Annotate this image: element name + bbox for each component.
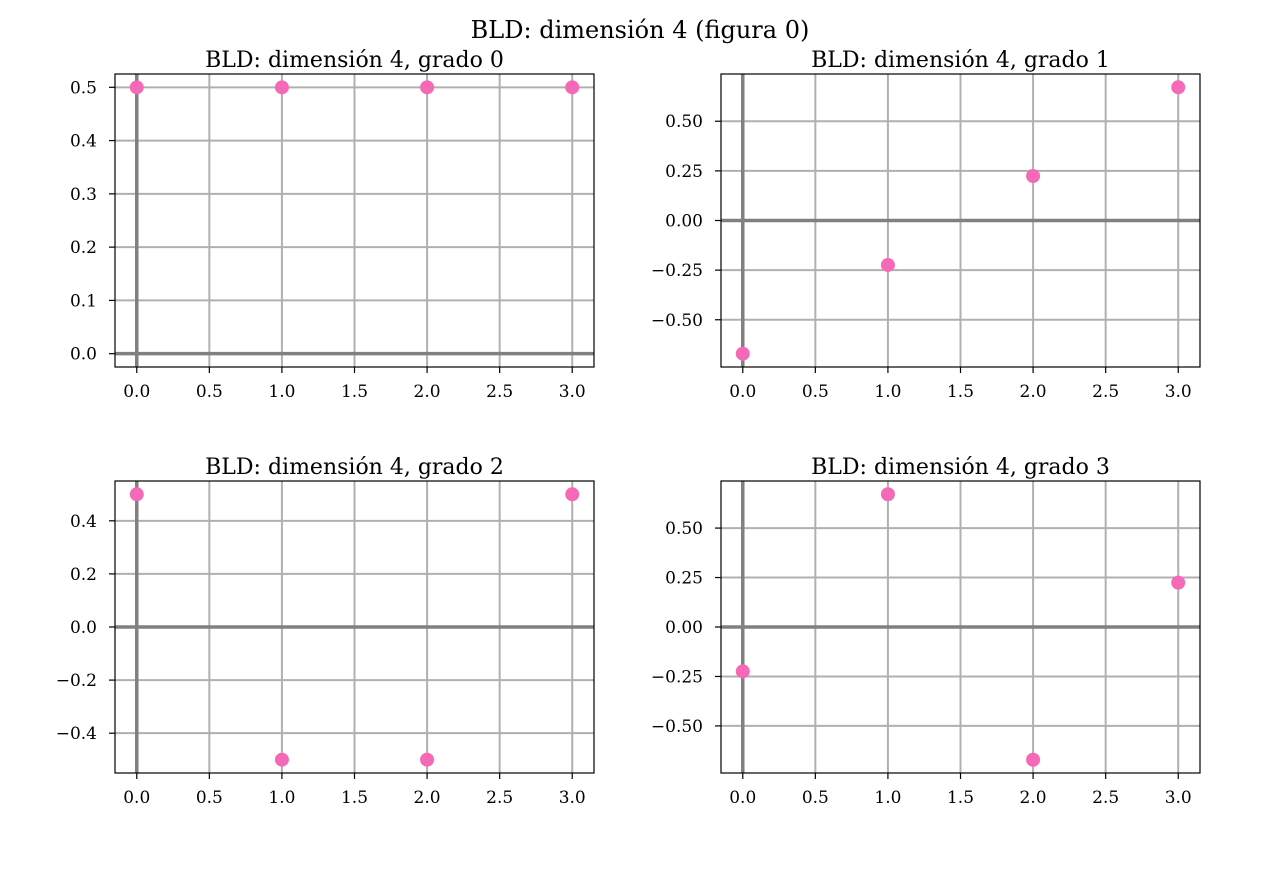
subplots: 0.0 0.5 1.0 1.5 2.0 2.5 3.0 0.0 0.1 0.2 0.3 0.4 0.5 B…: [56, 48, 1201, 808]
subplot-0: 0.0 0.5 1.0 1.5 2.0 2.5 3.0 0.0 0.1 0.2 0.3 0.4 0.5 B…: [70, 48, 595, 402]
subplot-title: BLD: dimensión 4, grado 0: [205, 48, 504, 73]
x-tick-label: 0.5: [196, 382, 223, 402]
y-tick-label: 0.00: [665, 212, 703, 232]
data-point: [1026, 169, 1041, 184]
y-tick-label: −0.50: [651, 717, 703, 737]
x-tick-label: 2.5: [1092, 788, 1119, 808]
x-tick-label: 1.5: [341, 788, 368, 808]
y-tick-label: 0.2: [70, 238, 97, 258]
y-tick-label: −0.25: [651, 667, 703, 687]
subplot-title: BLD: dimensión 4, grado 3: [811, 455, 1110, 480]
data-point: [420, 80, 435, 95]
y-tick-label: −0.4: [56, 724, 97, 744]
x-tick-label: 3.0: [559, 788, 586, 808]
x-tick-label: 0.0: [729, 788, 756, 808]
x-tick-label: 1.0: [268, 788, 295, 808]
data-point: [565, 487, 580, 502]
x-tick-label: 2.5: [486, 382, 513, 402]
y-tick-label: 0.4: [70, 132, 97, 152]
data-point: [1026, 752, 1041, 767]
y-tick-label: 0.25: [665, 569, 703, 589]
x-tick-label: 0.5: [196, 788, 223, 808]
y-tick-label: 0.3: [70, 185, 97, 205]
data-point: [880, 257, 895, 272]
y-tick-label: 0.00: [665, 618, 703, 638]
x-tick-label: 2.5: [486, 788, 513, 808]
subplot-3: 0.0 0.5 1.0 1.5 2.0 2.5 3.0 −0.50 −0.25 0.00 0.25 0…: [651, 455, 1201, 808]
data-point: [274, 80, 289, 95]
data-point: [880, 487, 895, 502]
y-tick-label: 0.50: [665, 112, 703, 132]
x-tick-label: 1.0: [874, 788, 901, 808]
x-tick-label: 0.5: [802, 382, 829, 402]
y-tick-label: 0.4: [70, 512, 97, 532]
x-tick-label: 3.0: [1165, 382, 1192, 402]
y-tick-label: −0.2: [56, 671, 97, 691]
y-tick-label: 0.1: [70, 291, 97, 311]
x-tick-label: 1.0: [874, 382, 901, 402]
x-tick-label: 1.0: [268, 382, 295, 402]
x-tick-label: 2.0: [414, 788, 441, 808]
x-tick-label: 3.0: [1165, 788, 1192, 808]
y-tick-label: 0.50: [665, 519, 703, 539]
x-tick-label: 1.5: [947, 382, 974, 402]
x-tick-label: 3.0: [559, 382, 586, 402]
x-tick-label: 0.0: [123, 788, 150, 808]
y-tick-label: 0.5: [70, 78, 97, 98]
subplot-1: 0.0 0.5 1.0 1.5 2.0 2.5 3.0 −0.50 −0.25 0.00 0.25 0…: [651, 48, 1201, 402]
subplot-title: BLD: dimensión 4, grado 2: [205, 455, 504, 480]
x-tick-label: 2.0: [1020, 382, 1047, 402]
data-point: [129, 487, 144, 502]
y-tick-label: −0.50: [651, 311, 703, 331]
x-tick-label: 0.0: [123, 382, 150, 402]
data-point: [1171, 575, 1186, 590]
subplot-title: BLD: dimensión 4, grado 1: [811, 48, 1110, 73]
data-point: [274, 752, 289, 767]
data-point: [735, 664, 750, 679]
x-tick-label: 2.5: [1092, 382, 1119, 402]
subplot-2: 0.0 0.5 1.0 1.5 2.0 2.5 3.0 −0.4 −0.2 0.0 0.2 0.4 BL…: [56, 455, 595, 808]
data-point: [420, 752, 435, 767]
y-tick-label: 0.0: [70, 345, 97, 365]
y-tick-label: 0.0: [70, 618, 97, 638]
x-tick-label: 1.5: [341, 382, 368, 402]
data-point: [735, 346, 750, 361]
y-tick-label: 0.2: [70, 565, 97, 585]
y-tick-label: −0.25: [651, 261, 703, 281]
x-tick-label: 0.5: [802, 788, 829, 808]
data-point: [129, 80, 144, 95]
data-point: [565, 80, 580, 95]
x-tick-label: 2.0: [414, 382, 441, 402]
x-tick-label: 0.0: [729, 382, 756, 402]
x-tick-label: 2.0: [1020, 788, 1047, 808]
data-point: [1171, 80, 1186, 95]
y-tick-label: 0.25: [665, 162, 703, 182]
x-tick-label: 1.5: [947, 788, 974, 808]
figure-title: BLD: dimensión 4 (figura 0): [471, 16, 810, 44]
